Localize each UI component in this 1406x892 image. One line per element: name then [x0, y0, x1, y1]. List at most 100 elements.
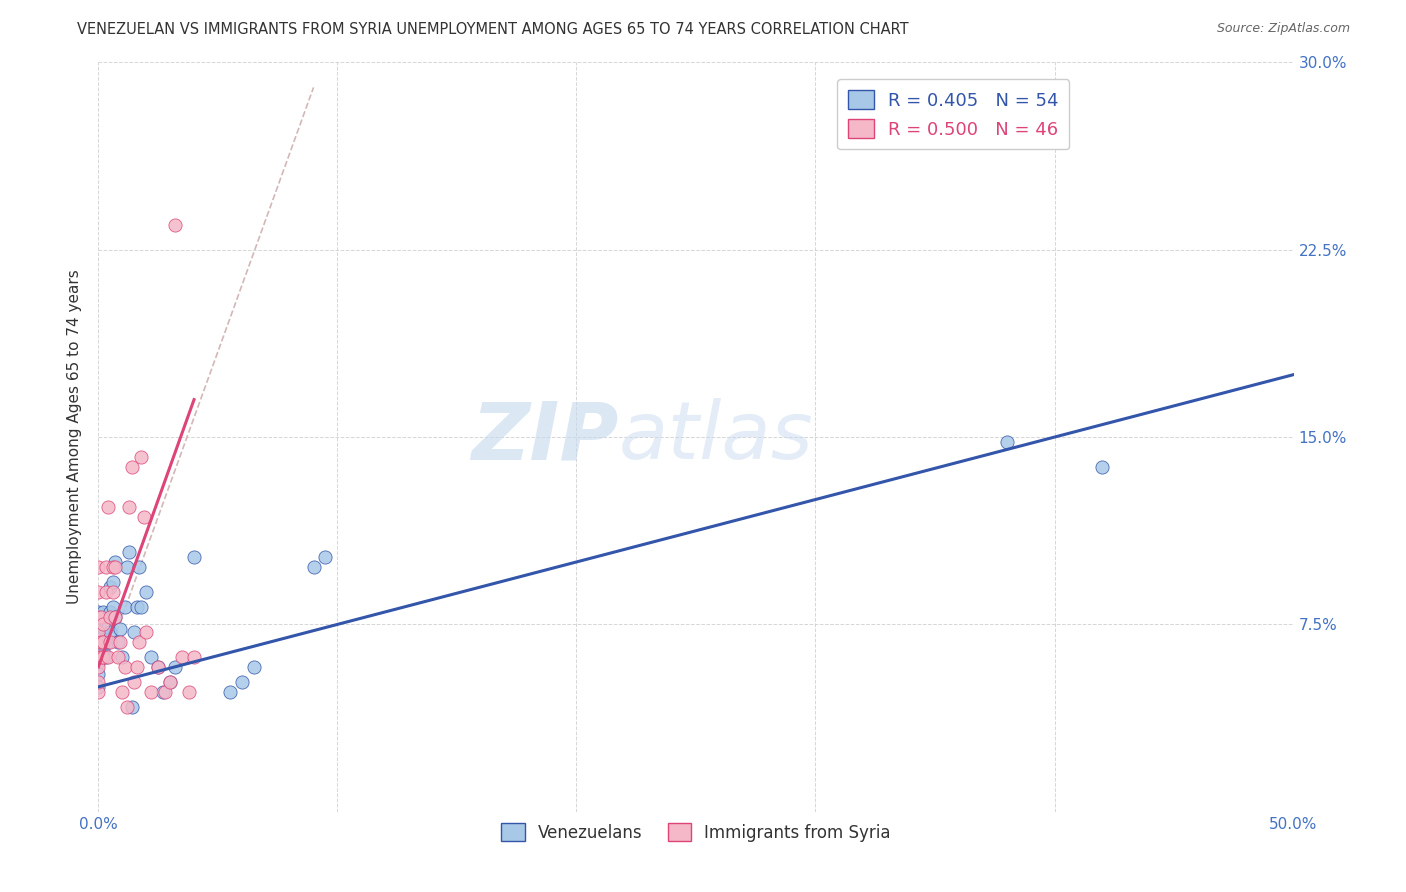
Text: Source: ZipAtlas.com: Source: ZipAtlas.com	[1216, 22, 1350, 36]
Point	[94, 585, 117, 599]
Point	[90, 649, 112, 664]
Point	[97, 635, 120, 649]
Point	[124, 624, 146, 639]
Point	[90, 635, 112, 649]
Point	[159, 674, 181, 689]
Point	[995, 435, 1018, 450]
Point	[219, 685, 242, 699]
Point	[87, 685, 110, 699]
Point	[87, 655, 110, 669]
Point	[91, 605, 114, 619]
Point	[90, 635, 112, 649]
Point	[98, 605, 122, 619]
Point	[87, 605, 110, 619]
Point	[107, 649, 129, 664]
Point	[114, 660, 136, 674]
Legend: Venezuelans, Immigrants from Syria: Venezuelans, Immigrants from Syria	[495, 816, 897, 848]
Point	[139, 649, 162, 664]
Point	[183, 649, 205, 664]
Point	[101, 560, 124, 574]
Point	[163, 218, 186, 232]
Point	[91, 620, 114, 634]
Text: atlas: atlas	[619, 398, 813, 476]
Point	[104, 555, 127, 569]
Point	[90, 610, 112, 624]
Point	[115, 560, 138, 574]
Point	[90, 624, 112, 639]
Point	[104, 560, 127, 574]
Point	[108, 623, 131, 637]
Point	[132, 510, 155, 524]
Point	[87, 630, 110, 644]
Point	[231, 674, 253, 689]
Point	[118, 545, 141, 559]
Point	[87, 635, 110, 649]
Point	[1091, 460, 1114, 475]
Point	[97, 649, 120, 664]
Point	[179, 685, 201, 699]
Point	[91, 617, 114, 632]
Point	[148, 660, 170, 674]
Point	[87, 624, 110, 639]
Point	[87, 624, 110, 639]
Point	[125, 660, 148, 674]
Point	[114, 599, 136, 614]
Text: ZIP: ZIP	[471, 398, 619, 476]
Point	[108, 635, 131, 649]
Point	[172, 649, 194, 664]
Point	[90, 610, 112, 624]
Point	[87, 560, 110, 574]
Point	[91, 642, 114, 657]
Point	[315, 549, 337, 564]
Point	[118, 500, 141, 514]
Point	[243, 660, 266, 674]
Point	[101, 585, 124, 599]
Point	[111, 685, 134, 699]
Point	[121, 699, 143, 714]
Point	[159, 674, 181, 689]
Point	[128, 560, 150, 574]
Point	[87, 667, 110, 681]
Point	[91, 649, 114, 664]
Point	[97, 620, 120, 634]
Point	[98, 624, 122, 639]
Point	[87, 617, 110, 632]
Point	[155, 685, 177, 699]
Point	[87, 585, 110, 599]
Text: VENEZUELAN VS IMMIGRANTS FROM SYRIA UNEMPLOYMENT AMONG AGES 65 TO 74 YEARS CORRE: VENEZUELAN VS IMMIGRANTS FROM SYRIA UNEM…	[77, 22, 908, 37]
Point	[94, 560, 117, 574]
Point	[135, 624, 157, 639]
Point	[91, 630, 114, 644]
Point	[87, 680, 110, 694]
Point	[107, 635, 129, 649]
Point	[94, 649, 117, 664]
Point	[124, 674, 146, 689]
Point	[131, 599, 153, 614]
Point	[148, 660, 170, 674]
Point	[125, 599, 148, 614]
Point	[183, 549, 205, 564]
Point	[121, 460, 143, 475]
Point	[163, 660, 186, 674]
Point	[98, 580, 122, 594]
Point	[104, 610, 127, 624]
Point	[115, 699, 138, 714]
Point	[152, 685, 174, 699]
Point	[94, 635, 117, 649]
Point	[91, 635, 114, 649]
Point	[90, 649, 112, 664]
Point	[101, 574, 124, 589]
Y-axis label: Unemployment Among Ages 65 to 74 years: Unemployment Among Ages 65 to 74 years	[67, 269, 83, 605]
Point	[87, 649, 110, 664]
Point	[135, 585, 157, 599]
Point	[87, 642, 110, 657]
Point	[104, 610, 127, 624]
Point	[111, 649, 134, 664]
Point	[87, 660, 110, 674]
Point	[98, 610, 122, 624]
Point	[302, 560, 325, 574]
Point	[97, 500, 120, 514]
Point	[87, 674, 110, 689]
Point	[139, 685, 162, 699]
Point	[87, 635, 110, 649]
